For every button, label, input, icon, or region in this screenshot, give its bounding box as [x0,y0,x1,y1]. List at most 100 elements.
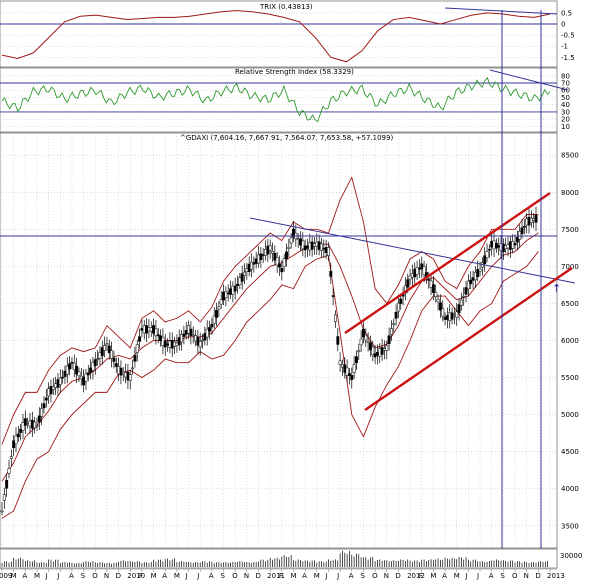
candle-body [44,397,48,401]
y-tick-label: 7000 [561,263,579,271]
candle-body [285,251,288,259]
x-tick-label: 009 [0,572,12,580]
candle-body [280,268,284,273]
candle-body [385,345,389,351]
bollinger-band-line [1,232,539,482]
candle-body [443,316,447,320]
candle-body [271,251,274,254]
candle-body [54,383,58,388]
candle-body [282,258,286,267]
candle-body [250,261,253,270]
candle-body [368,342,372,351]
candle-body [240,273,244,282]
candle-body [378,348,382,357]
x-tick-label: S [81,572,86,580]
trix-trendline [444,7,558,15]
candle-body [490,240,494,248]
y-tick-label: 4500 [561,448,579,456]
x-tick-label: N [384,572,389,580]
candle-body [5,479,9,489]
rsi-title: Relative Strength Index (58.3329) [235,68,354,76]
candle-body [28,420,32,427]
candle-body [394,311,398,319]
candle-body [166,343,170,346]
x-tick-label: J [324,572,327,580]
candle-body [455,311,459,318]
candle-body [438,302,442,311]
candle-body [417,267,421,270]
trix-line [1,10,551,63]
x-tick-label: M [11,572,17,580]
candle-body [327,247,330,256]
candle-body [504,245,508,250]
x-tick-label: 2013 [547,572,565,580]
candle-body [329,270,333,277]
candle-body [522,226,526,228]
trix-frame [0,0,558,68]
candle-body [299,238,302,246]
candle-body [431,284,435,293]
candle-body [389,328,393,335]
candle-body [392,323,396,325]
candle-body [261,254,265,256]
candle-body [352,364,356,373]
y-tick-label: 40 [561,101,570,109]
x-tick-label: A [209,572,214,580]
x-tick-label: J [56,572,59,580]
x-tick-label: D [116,572,121,580]
candle-body [238,277,242,285]
candle-body [413,268,417,278]
y-tick-label: 30 [561,108,570,116]
y-tick-label: 5500 [561,374,579,382]
candle-body [287,246,291,249]
rsi-panel: Relative Strength Index (58.3329) 807060… [0,67,570,133]
x-tick-label: 2011 [267,572,285,580]
candle-body [51,386,55,390]
candle-body [278,263,281,268]
candle-body [487,248,491,251]
candle-body [61,376,65,379]
x-tick-label: F [419,572,423,580]
candle-body [324,247,328,254]
candle-body [114,363,118,367]
candle-body [508,241,512,250]
up-arrow-icon: ↑ [552,282,561,295]
candle-body [119,367,123,376]
x-tick-label: 2012 [407,572,425,580]
resistance-trendline [249,217,576,284]
candle-body [501,243,505,253]
candle-body [189,328,193,336]
candle-body [473,271,477,281]
candle-body [177,337,181,346]
x-tick-label: D [395,572,400,580]
candle-body [187,325,191,334]
x-tick-label: A [69,572,74,580]
candle-body [196,336,200,346]
candle-body [448,312,452,322]
rsi-trendline [489,69,569,91]
candle-body [135,344,139,353]
candle-body [42,403,46,409]
candle-body [128,374,132,381]
candle-body [19,428,23,433]
candle-body [0,510,4,513]
candle-body [422,266,426,276]
candle-body [82,377,86,386]
candle-body [198,341,202,348]
candle-body [320,243,323,251]
y-tick-label: 8500 [561,152,579,160]
candle-body [191,334,195,337]
candle-body [464,287,468,295]
candle-body [175,342,179,346]
y-tick-label: 6000 [561,337,579,345]
candle-body [208,327,211,332]
x-tick-label: O [372,572,378,580]
candle-body [68,363,72,370]
candle-body [420,263,424,270]
candle-body [341,364,344,368]
candle-body [203,333,207,341]
x-tick-label: A [302,572,307,580]
candle-body [259,253,263,261]
x-tick-label: F [139,572,143,580]
